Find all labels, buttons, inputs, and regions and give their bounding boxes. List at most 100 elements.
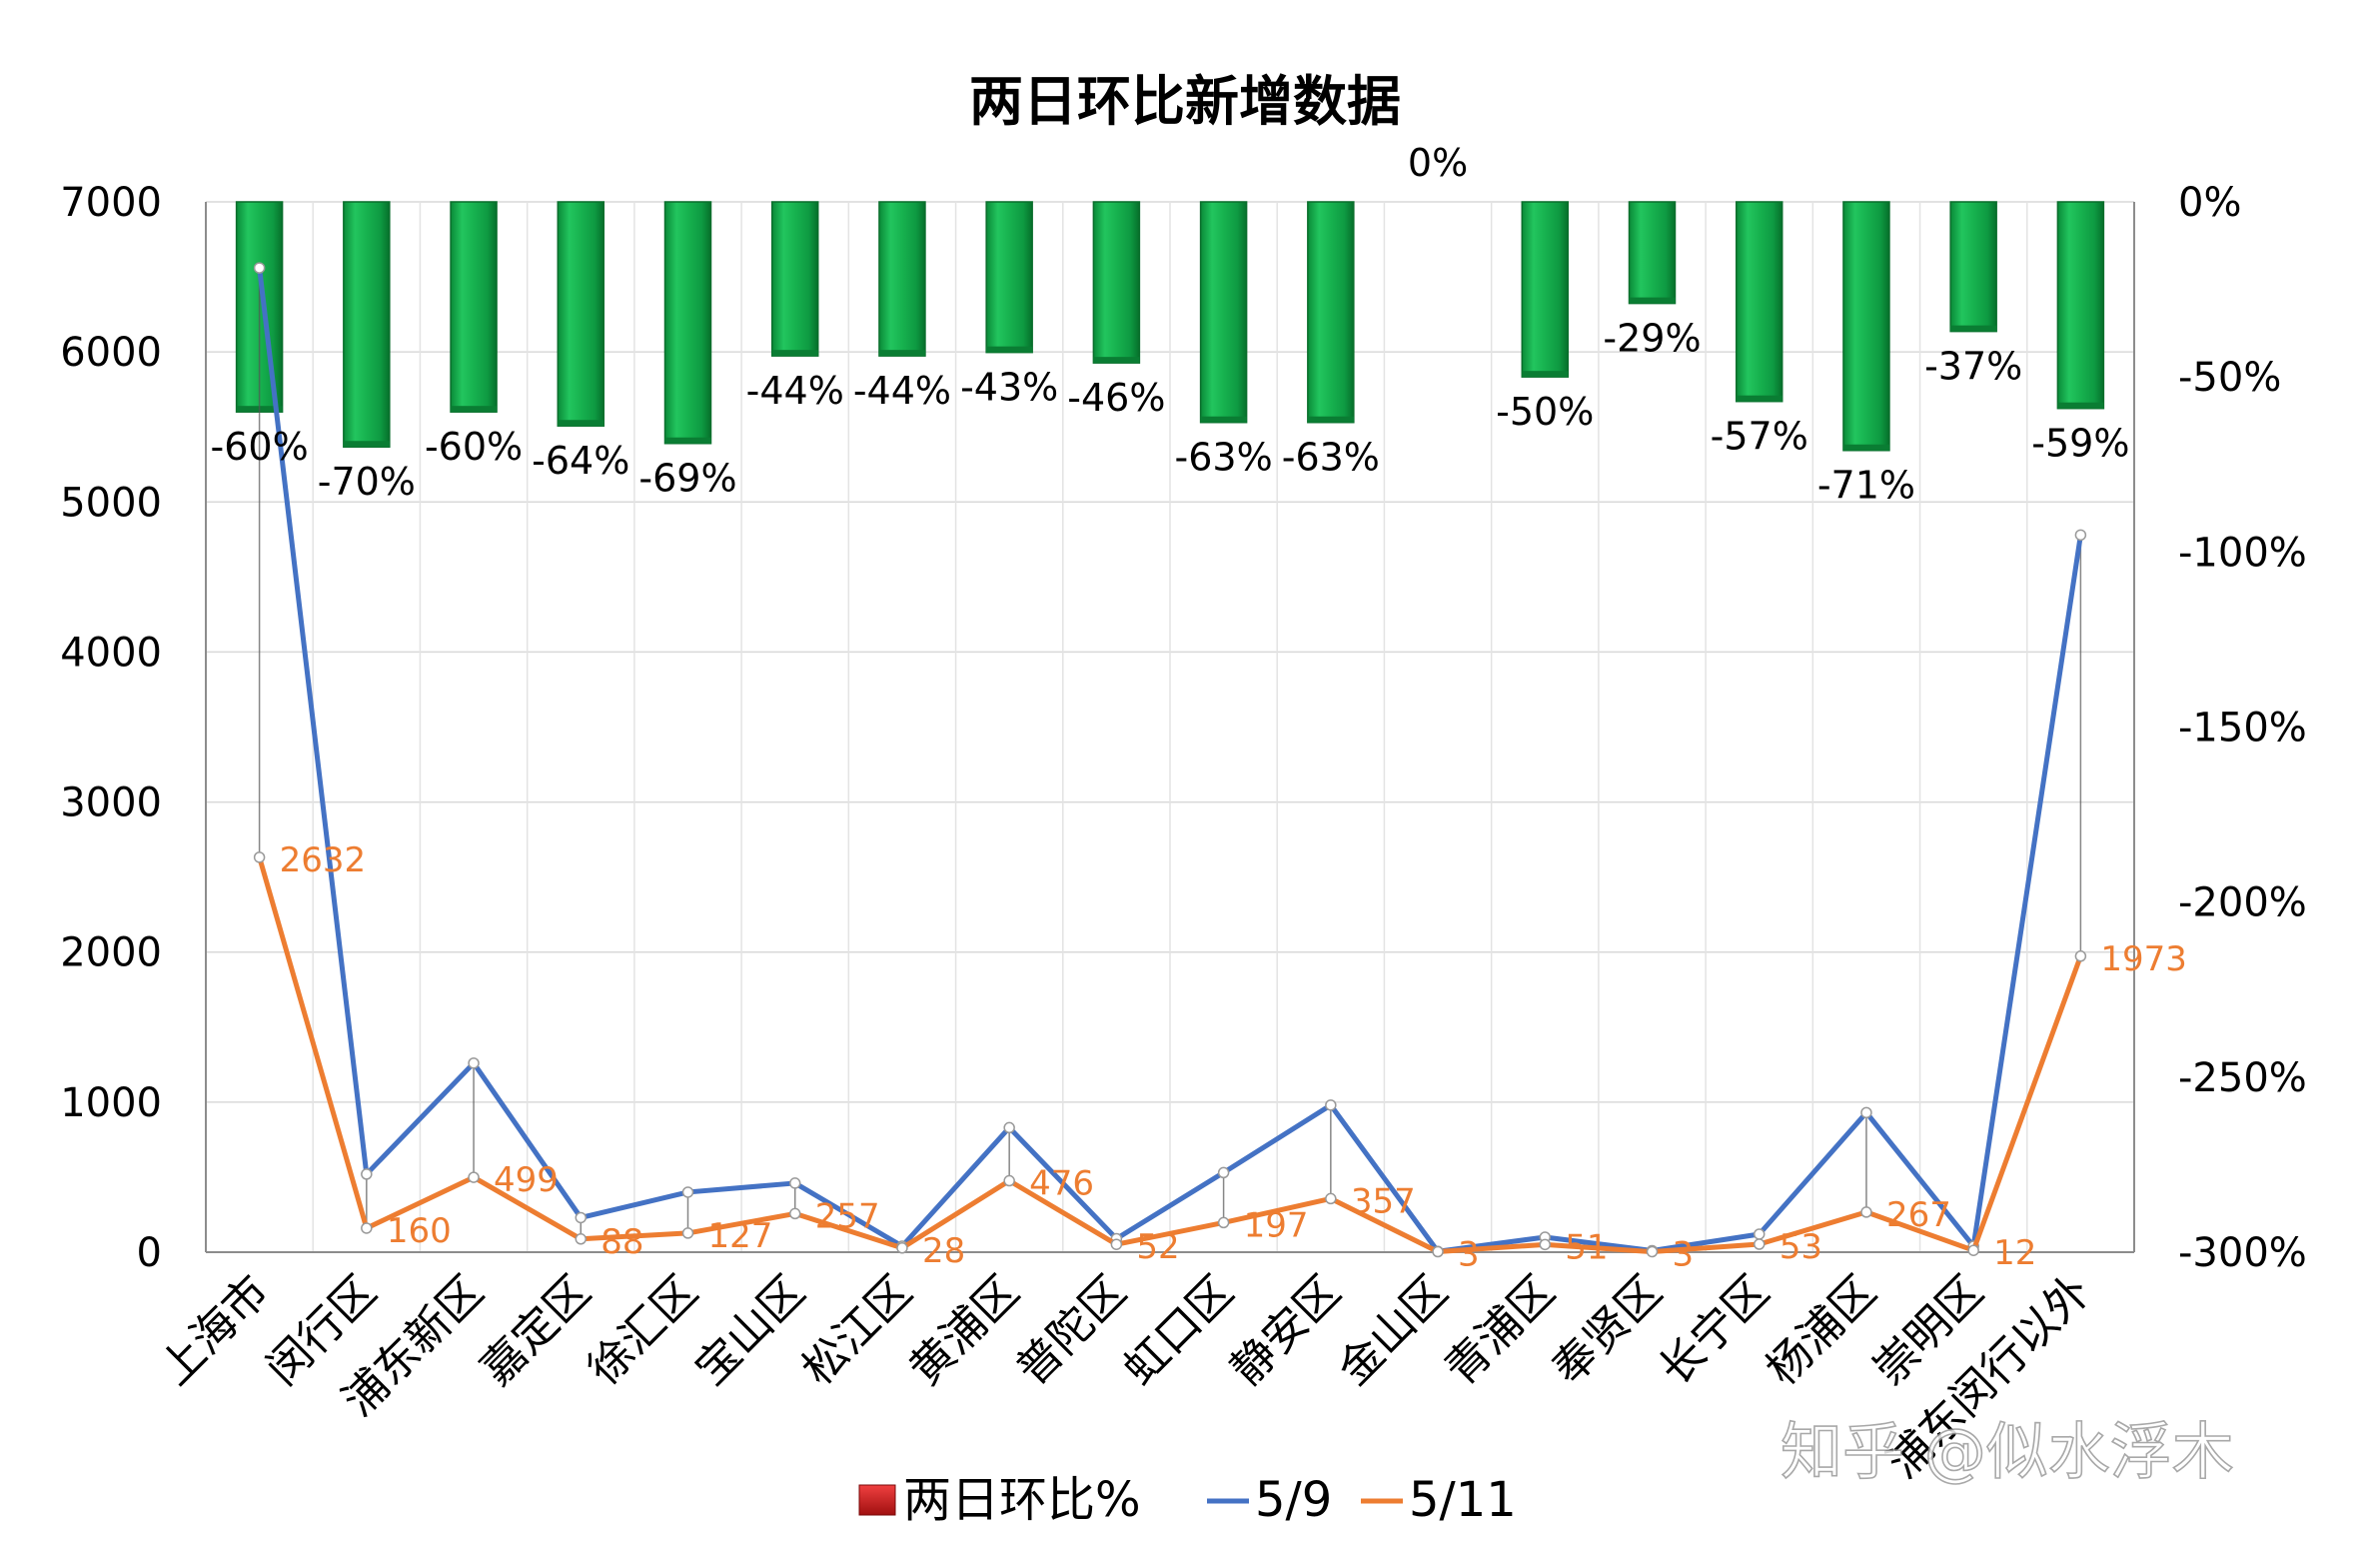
point-label: 3 [1673, 1235, 1695, 1275]
left-tick-label: 1000 [60, 1080, 162, 1126]
point-label: 28 [922, 1231, 965, 1271]
left-tick-label: 5000 [60, 480, 162, 526]
point [468, 1171, 480, 1183]
bar-label: -59% [2031, 422, 2129, 466]
point [681, 1186, 694, 1198]
bar-label: -71% [1817, 464, 1915, 508]
point [1753, 1238, 1766, 1250]
point-label: 52 [1136, 1227, 1179, 1267]
point [575, 1233, 588, 1245]
point [1325, 1192, 1337, 1205]
bar [1307, 201, 1355, 424]
category-label: 金山区 [1328, 1266, 1457, 1395]
category-label: 青浦区 [1436, 1266, 1565, 1395]
point [2074, 950, 2087, 962]
legend-label-bars: 两日环比% [903, 1472, 1141, 1528]
bar-data-labels: -60%-70%-60% -64% -69%-44% -44% -43% -46%-63%… [211, 141, 2130, 508]
bar [878, 201, 926, 357]
category-label: 宝山区 [685, 1266, 814, 1395]
category-label: 徐汇区 [579, 1266, 707, 1395]
line-5-9 [257, 267, 2083, 1254]
point-label: 127 [708, 1216, 773, 1256]
bar-label: -44% [746, 369, 844, 413]
bar-label: -43% [960, 366, 1058, 410]
bar-series [235, 201, 2105, 452]
chart-title: 两日环比新增数据 [969, 70, 1401, 133]
bar [450, 201, 498, 413]
left-axis-ticks: 0 1000 2000 3000 4000 5000 6000 7000 [60, 180, 162, 1276]
point [253, 851, 266, 863]
point [1646, 1245, 1659, 1258]
point [1753, 1228, 1766, 1240]
point [1003, 1174, 1015, 1187]
bar-label: 0% [1408, 141, 1468, 185]
category-label: 静安区 [1221, 1266, 1350, 1395]
bar-label: -60% [211, 425, 309, 469]
bar-bottom-edge [1093, 357, 1140, 364]
point [1217, 1166, 1230, 1179]
legend-label-5-11: 5/11 [1409, 1472, 1517, 1528]
bar [985, 201, 1033, 354]
left-tick-label: 6000 [60, 330, 162, 376]
line-5-11 [257, 856, 2083, 1255]
point-label: 267 [1886, 1195, 1951, 1235]
bar [770, 201, 819, 357]
point-label: 88 [600, 1222, 643, 1262]
bar-label: -60% [425, 425, 523, 469]
line-series [253, 262, 2087, 1258]
right-tick-label: 0% [2178, 180, 2241, 226]
point [788, 1177, 801, 1189]
bar-label: -46% [1067, 376, 1165, 420]
bar-label: -57% [1711, 415, 1808, 459]
bar-label: -29% [1603, 317, 1701, 361]
gridlines [205, 201, 2135, 1253]
point-label: 357 [1351, 1181, 1416, 1221]
point-label: 53 [1780, 1227, 1822, 1267]
bar [663, 201, 712, 445]
bar [557, 201, 605, 427]
bar-bottom-edge [1629, 297, 1676, 304]
bar-bottom-edge [2057, 402, 2104, 409]
point [1860, 1106, 1872, 1119]
left-tick-label: 2000 [60, 930, 162, 976]
bar-bottom-edge [1736, 395, 1783, 402]
category-label: 虹口区 [1114, 1266, 1243, 1395]
category-label: 黄浦区 [900, 1266, 1029, 1395]
bar [1735, 201, 1784, 403]
bar [1092, 201, 1141, 364]
bar [1628, 201, 1677, 305]
right-axis-ticks: -300% -250% -200% -150% -100% -50% 0% [2178, 180, 2307, 1276]
right-tick-label: -150% [2178, 706, 2307, 752]
point-label: 3 [1458, 1235, 1480, 1275]
bar-bottom-edge [343, 441, 390, 448]
bar [343, 201, 391, 448]
point [1110, 1238, 1123, 1250]
bar-bottom-edge [451, 406, 498, 413]
bar [1842, 201, 1890, 452]
bar-label: -69% [638, 457, 736, 501]
left-tick-label: 7000 [60, 180, 162, 226]
point [1860, 1206, 1872, 1218]
bar-label: -64% [532, 439, 629, 483]
bar-bottom-edge [986, 346, 1033, 353]
watermark: 知乎 @似水浮木 [1781, 1415, 2234, 1488]
bar [2056, 201, 2105, 410]
point [1432, 1245, 1444, 1258]
bar-label: -63% [1282, 436, 1380, 480]
left-tick-label: 0 [137, 1230, 162, 1276]
point-label: 257 [815, 1196, 880, 1236]
point [788, 1207, 801, 1220]
point [896, 1242, 908, 1254]
point [361, 1168, 373, 1180]
bar-bottom-edge [1200, 416, 1247, 423]
bar-bottom-edge [1842, 444, 1889, 451]
category-label: 松江区 [792, 1266, 921, 1395]
bar-label: -37% [1924, 345, 2022, 389]
point-label: 476 [1029, 1164, 1094, 1204]
legend-label-5-9: 5/9 [1255, 1472, 1332, 1528]
point-label: 12 [1993, 1233, 2036, 1273]
category-label: 上海市 [150, 1266, 279, 1395]
point-label: 499 [494, 1160, 559, 1200]
point [2074, 529, 2087, 542]
bar-label: -50% [1496, 390, 1594, 434]
